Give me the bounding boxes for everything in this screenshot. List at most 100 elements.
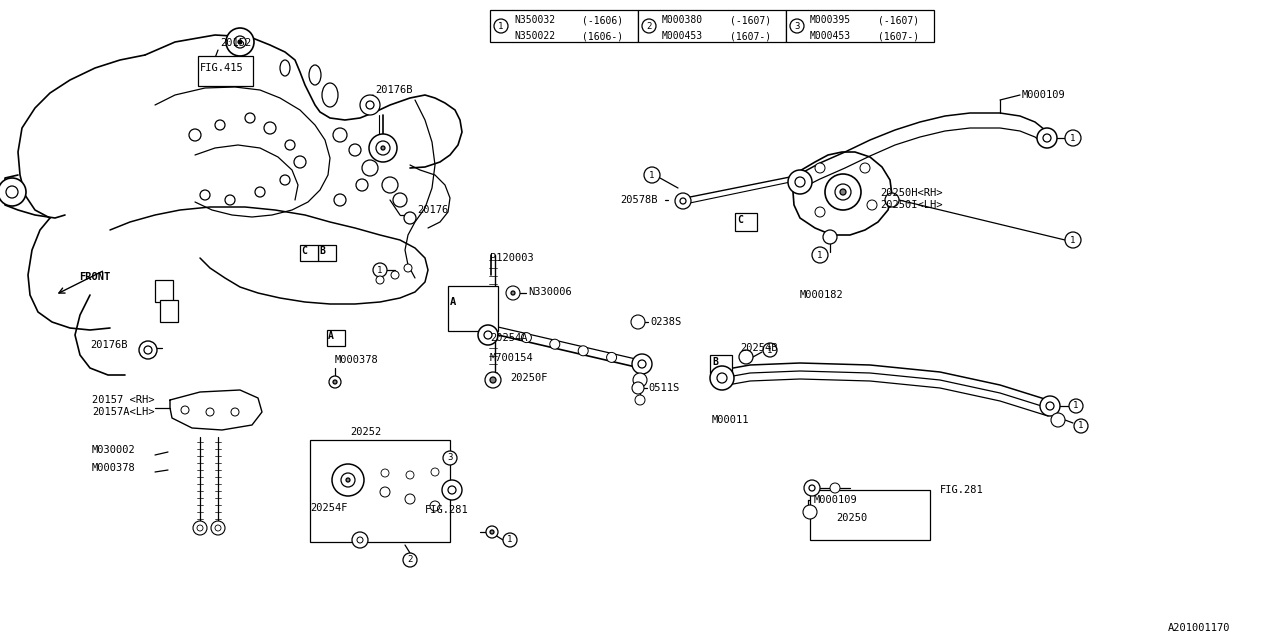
Text: 20176B: 20176B bbox=[375, 85, 412, 95]
Circle shape bbox=[406, 471, 413, 479]
Circle shape bbox=[809, 485, 815, 491]
Circle shape bbox=[840, 189, 846, 195]
Circle shape bbox=[333, 380, 337, 384]
Text: M000378: M000378 bbox=[335, 355, 379, 365]
Text: M000182: M000182 bbox=[800, 290, 844, 300]
Circle shape bbox=[823, 230, 837, 244]
Circle shape bbox=[230, 408, 239, 416]
Circle shape bbox=[200, 190, 210, 200]
Circle shape bbox=[145, 346, 152, 354]
Circle shape bbox=[211, 521, 225, 535]
Circle shape bbox=[238, 40, 242, 44]
Circle shape bbox=[294, 156, 306, 168]
Circle shape bbox=[381, 177, 398, 193]
Text: (1606-): (1606-) bbox=[582, 31, 623, 41]
Bar bbox=[300, 245, 317, 261]
Circle shape bbox=[280, 175, 291, 185]
Ellipse shape bbox=[280, 60, 291, 76]
Circle shape bbox=[1043, 134, 1051, 142]
Circle shape bbox=[643, 19, 657, 33]
Circle shape bbox=[680, 198, 686, 204]
Circle shape bbox=[376, 141, 390, 155]
Circle shape bbox=[826, 174, 861, 210]
Bar bbox=[155, 280, 173, 302]
Circle shape bbox=[369, 134, 397, 162]
Circle shape bbox=[710, 366, 733, 390]
Text: 20176: 20176 bbox=[417, 205, 448, 215]
Circle shape bbox=[189, 129, 201, 141]
Circle shape bbox=[484, 331, 492, 339]
Text: 20250F: 20250F bbox=[509, 373, 548, 383]
Circle shape bbox=[790, 19, 804, 33]
Circle shape bbox=[404, 264, 412, 272]
Text: 20254B: 20254B bbox=[740, 343, 777, 353]
Circle shape bbox=[763, 343, 777, 357]
Circle shape bbox=[215, 525, 221, 531]
Circle shape bbox=[6, 186, 18, 198]
Text: 3: 3 bbox=[795, 22, 800, 31]
Text: P120003: P120003 bbox=[490, 253, 534, 263]
Circle shape bbox=[804, 480, 820, 496]
Text: B: B bbox=[712, 357, 718, 367]
Circle shape bbox=[362, 160, 378, 176]
Text: 20254A: 20254A bbox=[490, 333, 527, 343]
Text: M000453: M000453 bbox=[662, 31, 703, 41]
Circle shape bbox=[403, 553, 417, 567]
Text: M000378: M000378 bbox=[92, 463, 136, 473]
Circle shape bbox=[360, 95, 380, 115]
Circle shape bbox=[1037, 128, 1057, 148]
Circle shape bbox=[340, 473, 355, 487]
Circle shape bbox=[376, 276, 384, 284]
Bar bbox=[735, 213, 756, 231]
Text: N350032: N350032 bbox=[515, 15, 556, 25]
Circle shape bbox=[637, 360, 646, 368]
Circle shape bbox=[225, 195, 236, 205]
Text: 20250H<RH>: 20250H<RH> bbox=[881, 188, 942, 198]
Circle shape bbox=[1069, 399, 1083, 413]
Text: M00011: M00011 bbox=[712, 415, 750, 425]
Circle shape bbox=[632, 354, 652, 374]
Text: N350022: N350022 bbox=[515, 31, 556, 41]
Circle shape bbox=[332, 464, 364, 496]
Text: FIG.415: FIG.415 bbox=[200, 63, 243, 73]
Text: 1: 1 bbox=[767, 346, 773, 355]
Circle shape bbox=[234, 36, 246, 48]
Bar bbox=[786, 10, 934, 42]
Circle shape bbox=[180, 406, 189, 414]
Bar bbox=[448, 286, 498, 331]
Circle shape bbox=[490, 377, 497, 383]
Bar bbox=[326, 330, 346, 346]
Text: M000453: M000453 bbox=[810, 31, 851, 41]
Text: M030002: M030002 bbox=[92, 445, 136, 455]
Circle shape bbox=[381, 146, 385, 150]
Text: 1: 1 bbox=[1074, 401, 1079, 410]
Circle shape bbox=[390, 271, 399, 279]
Text: M000109: M000109 bbox=[814, 495, 858, 505]
Circle shape bbox=[829, 483, 840, 493]
Circle shape bbox=[372, 263, 387, 277]
Text: 1: 1 bbox=[507, 536, 513, 545]
Circle shape bbox=[346, 478, 349, 482]
Circle shape bbox=[1039, 396, 1060, 416]
Text: M000380: M000380 bbox=[662, 15, 703, 25]
Text: A: A bbox=[328, 331, 334, 341]
Text: 1: 1 bbox=[378, 266, 383, 275]
Circle shape bbox=[448, 486, 456, 494]
Text: N330006: N330006 bbox=[529, 287, 572, 297]
Circle shape bbox=[485, 372, 500, 388]
Circle shape bbox=[1051, 413, 1065, 427]
Text: 20250: 20250 bbox=[836, 513, 868, 523]
Bar bbox=[490, 10, 637, 42]
Ellipse shape bbox=[323, 83, 338, 107]
Circle shape bbox=[197, 525, 204, 531]
Circle shape bbox=[1065, 130, 1082, 146]
Circle shape bbox=[884, 193, 899, 207]
Circle shape bbox=[631, 315, 645, 329]
Circle shape bbox=[334, 194, 346, 206]
Text: 1: 1 bbox=[498, 22, 504, 31]
Text: 1: 1 bbox=[1070, 236, 1075, 244]
Circle shape bbox=[717, 373, 727, 383]
Circle shape bbox=[443, 451, 457, 465]
Text: 1: 1 bbox=[818, 250, 823, 259]
Circle shape bbox=[644, 167, 660, 183]
